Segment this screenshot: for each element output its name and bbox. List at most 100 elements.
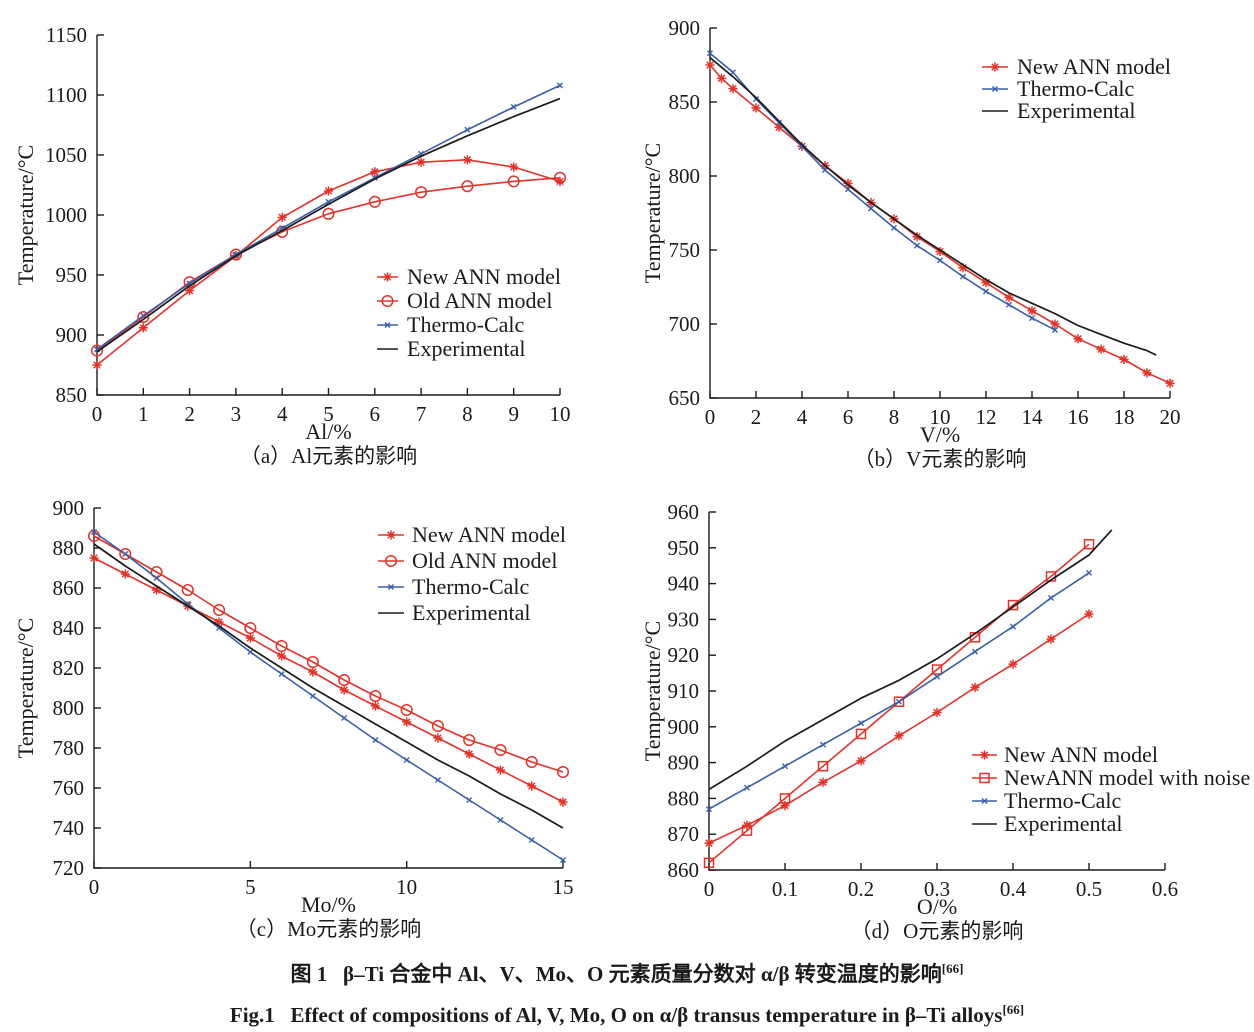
x-tick-label: 12 (976, 405, 997, 429)
legend-item: New ANN model (378, 522, 566, 547)
x-marker (981, 797, 988, 805)
y-tick-label: 960 (668, 500, 700, 524)
chart-subtitle: （a）Al元素的影响 (240, 444, 417, 468)
x-marker (497, 816, 504, 824)
x-marker (913, 242, 921, 249)
circle-marker (553, 171, 567, 184)
x-tick-label: 0.6 (1152, 877, 1178, 901)
x-tick-label: 5 (245, 875, 256, 899)
x-marker (1085, 569, 1093, 576)
legend-label: Thermo-Calc (407, 312, 525, 337)
legend-label: New ANN model (1017, 54, 1171, 79)
x-tick-label: 0.5 (1076, 877, 1102, 901)
chart-c-svg: 0 5 10 15 720 740 760 780 800 820 840 860 880 900 Mo/%… (13, 496, 574, 941)
x-tick-label: 4 (277, 402, 288, 426)
caption-english: Fig.1 Effect of compositions of Al, V, M… (0, 995, 1254, 1030)
chart-d-svg: 0 0.1 0.2 0.3 0.4 0.5 0.6 860 870 880 890 900 910 920… (640, 500, 1250, 943)
x-marker (556, 82, 564, 89)
x-marker (857, 720, 865, 727)
legend-label: New ANN model (412, 522, 566, 547)
x-axis-label: V/% (920, 422, 960, 447)
circle-marker (322, 207, 335, 220)
series-thermo-calc (90, 528, 567, 864)
x-tick-label: 0 (705, 405, 716, 429)
x-marker (1047, 594, 1055, 601)
series-line (93, 535, 564, 773)
legend-item: Experimental (982, 98, 1136, 123)
y-tick-label: 800 (53, 696, 85, 720)
tick-labels: 0 2 4 6 8 10 12 14 16 18 20 650 700 750 800 850 900 (669, 16, 1181, 429)
legend-item: Experimental (377, 336, 526, 361)
star-marker (370, 167, 380, 177)
star-marker (527, 781, 537, 791)
star-marker (89, 553, 99, 563)
x-tick-label: 0 (92, 402, 103, 426)
x-marker (434, 776, 441, 784)
circle-marker (415, 186, 428, 199)
y-tick-label: 700 (669, 312, 701, 336)
circle-marker (275, 639, 288, 653)
star-marker (509, 162, 519, 172)
circle-marker (525, 755, 538, 769)
star-marker (382, 272, 393, 282)
x-tick-label: 6 (843, 405, 854, 429)
series-thermo-calc (705, 569, 1093, 813)
y-tick-label: 740 (53, 816, 85, 840)
legend-item: Thermo-Calc (378, 574, 530, 599)
x-marker (559, 856, 567, 864)
chart-panel-a: 0 1 2 3 4 5 6 7 8 9 10 850 900 950 1000 1050 1100 1150 Al/… (0, 0, 627, 480)
star-marker (1165, 378, 1175, 388)
y-tick-label: 890 (668, 751, 700, 775)
star-marker (1008, 659, 1018, 669)
x-marker (403, 756, 410, 764)
x-tick-label: 7 (416, 402, 427, 426)
star-marker (92, 360, 102, 370)
star-marker (308, 667, 318, 677)
circle-marker (338, 673, 351, 687)
chart-panel-c: 0 5 10 15 720 740 760 780 800 820 840 860 880 900 Mo/%… (0, 480, 627, 960)
x-marker (933, 673, 941, 680)
legend-label: New ANN model (1004, 742, 1158, 767)
y-tick-label: 950 (56, 263, 88, 287)
y-tick-label: 820 (53, 656, 85, 680)
x-marker (821, 167, 829, 174)
legend-item: New ANN model (377, 264, 561, 289)
x-marker (982, 288, 990, 295)
series-experimental (708, 529, 1113, 791)
x-marker (781, 763, 789, 770)
series-thermo-calc (706, 50, 1059, 333)
star-marker (416, 157, 426, 167)
x-tick-label: 14 (1022, 405, 1044, 429)
legend-item: NewANN model with noise (972, 765, 1250, 790)
x-marker (341, 714, 348, 722)
x-marker (309, 692, 316, 700)
x-marker (959, 273, 967, 280)
legend-item: Old ANN model (377, 288, 552, 313)
x-marker (153, 574, 160, 582)
square-marker (931, 664, 943, 675)
legend-item: Old ANN model (378, 548, 557, 573)
y-tick-label: 1100 (46, 83, 87, 107)
legend-label: Experimental (407, 336, 526, 361)
star-marker (894, 731, 904, 741)
x-marker (743, 784, 751, 791)
chart-subtitle: （d）O元素的影响 (851, 919, 1024, 943)
y-tick-label: 850 (669, 90, 701, 114)
square-marker (1083, 538, 1095, 550)
x-tick-label: 3 (231, 402, 242, 426)
star-marker (856, 756, 866, 766)
star-marker (138, 323, 148, 333)
x-tick-label: 0 (89, 875, 100, 899)
caption-chinese: 图 1 β–Ti 合金中 Al、V、Mo、O 元素质量分数对 α/β 转变温度的… (0, 954, 1254, 989)
square-marker (817, 760, 829, 772)
y-tick-label: 950 (668, 536, 700, 560)
star-marker (742, 820, 752, 830)
x-axis-label: Al/% (305, 419, 351, 444)
x-marker (775, 119, 783, 126)
star-marker (990, 62, 1000, 72)
x-tick-label: 10 (396, 875, 417, 899)
x-axis-label: Mo/% (301, 892, 356, 917)
x-tick-label: 0 (704, 877, 715, 901)
